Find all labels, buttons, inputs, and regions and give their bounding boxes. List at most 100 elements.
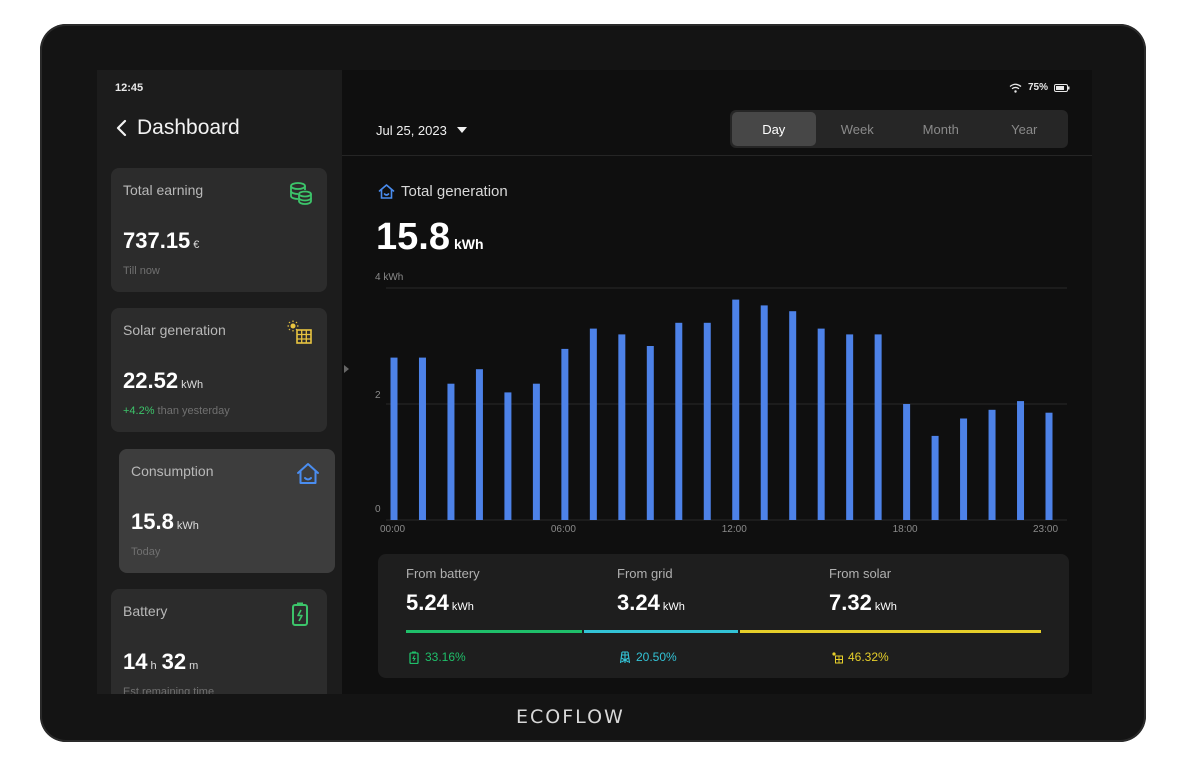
chart-bar[interactable] [732,299,740,520]
chart-bar[interactable] [988,409,996,520]
chart-bar[interactable] [960,418,968,521]
solar-value: 22.52 [123,368,179,393]
chart-bar[interactable] [1045,412,1053,520]
status-bar: 75% [1009,82,1070,93]
brand-logo: ECOFLOW [516,706,625,728]
chart-bar[interactable] [561,348,569,520]
card-title: Consumption [131,463,214,479]
source-value-battery: 5.24 kWh [406,590,474,616]
source-label-grid: From grid [617,566,673,581]
card-subtitle: Est.remaining time [123,686,215,694]
chart-bar[interactable] [846,334,854,520]
chart-bar[interactable] [504,392,512,520]
chart-bar[interactable] [475,369,483,520]
page-title: Dashboard [137,116,240,139]
generation-number: 15.8 [376,216,450,258]
y-tick-label: 4 kWh [375,272,403,283]
solar-kwh: 7.32 [829,590,872,615]
x-tick-label: 23:00 [1033,524,1058,535]
source-percent-grid: 20.50% [619,650,677,664]
battery-icon [409,651,419,664]
tab-year[interactable]: Year [1011,121,1038,137]
tab-day[interactable]: Day [732,112,816,146]
card-subtitle: Today [131,546,161,558]
chart-bar[interactable] [646,346,654,520]
grid-kwh: 3.24 [617,590,660,615]
caret-down-icon [456,127,467,133]
battery-kwh: 5.24 [406,590,449,615]
chart-bar[interactable] [931,435,939,520]
wifi-icon [1009,83,1022,93]
y-tick-label: 0 [375,504,381,515]
chevron-left-icon [116,119,127,137]
source-percent-battery: 33.16% [408,650,466,664]
unit: m [189,660,199,672]
x-tick-label: 00:00 [380,524,405,535]
chart-bar[interactable] [1017,401,1025,520]
tab-week[interactable]: Week [840,121,874,137]
unit: kWh [453,236,484,252]
x-tick-label: 12:00 [722,524,747,535]
unit: kWh [874,601,897,613]
chart-bar[interactable] [760,305,768,520]
change-text: than yesterday [154,405,230,417]
card-battery[interactable]: Battery 14 h 32 m Est.remaining time [111,589,327,694]
solar-panel-icon [287,320,312,344]
card-value: 22.52 kWh [123,368,203,394]
card-subtitle: +4.2% than yesterday [123,405,230,417]
generation-title: Total generation [401,183,508,200]
card-total-earning[interactable]: Total earning 737.15 € Till now [111,168,327,292]
source-summary: From battery 5.24 kWh 33.16% From grid 3.… [378,554,1069,678]
toolbar: Jul 25, 2023 Day Week Month Year [342,110,1092,156]
chart-bar[interactable] [675,322,683,520]
battery-percent: 75% [1027,82,1048,93]
source-value-grid: 3.24 kWh [617,590,685,616]
generation-label: Total generation [378,183,508,200]
chart-bar[interactable] [447,383,455,520]
card-consumption[interactable]: Consumption 15.8 kWh Today [119,449,335,573]
generation-chart: 0 2 4 kWh 00:00 06:00 12:00 18:00 23:00 [375,272,1067,535]
home-icon [297,463,319,484]
solar-share-bar [740,630,1041,633]
chart-bar[interactable] [789,311,797,520]
card-subtitle: Till now [123,265,160,277]
card-value: 14 h 32 m [123,649,198,675]
unit: kWh [451,601,474,613]
unit: € [193,239,200,251]
grid-percent-value: 20.50% [636,650,677,664]
source-label-battery: From battery [406,566,480,581]
chart-bar[interactable] [817,328,825,520]
x-tick-label: 18:00 [893,524,918,535]
minutes-value: 32 [161,649,187,674]
unit: h [150,660,157,672]
battery-status-icon [1054,83,1070,92]
battery-icon [292,602,308,626]
battery-percent-value: 33.16% [425,650,466,664]
screen: 12:45 Dashboard Total earning 737.15 € Ti… [97,70,1092,694]
source-value-solar: 7.32 kWh [829,590,897,616]
chart-bar[interactable] [589,328,597,520]
back-button[interactable]: Dashboard [115,116,240,140]
card-title: Total earning [123,182,204,198]
status-time: 12:45 [115,82,144,94]
unit: kWh [181,379,204,391]
chart-bar[interactable] [703,322,711,520]
range-tabs: Day Week Month Year [730,110,1068,148]
grid-tower-icon [619,650,631,663]
date-picker[interactable]: Jul 25, 2023 [376,123,467,138]
solar-panel-icon [832,651,843,663]
chart-bar[interactable] [390,357,398,520]
chart-bar[interactable] [874,334,882,520]
chart-bar[interactable] [532,383,540,520]
chart-bar[interactable] [618,334,626,520]
chart-bar[interactable] [418,357,426,520]
chart-bar[interactable] [903,404,911,520]
unit: kWh [662,601,685,613]
tab-month[interactable]: Month [922,121,959,137]
battery-share-bar [406,630,582,633]
grid-share-bar [584,630,738,633]
card-title: Solar generation [123,322,226,338]
sidebar-collapse-handle[interactable] [344,365,349,373]
card-value: 15.8 kWh [131,509,199,535]
card-solar-generation[interactable]: Solar generation 22.52 kWh +4.2% than yes… [111,308,327,432]
